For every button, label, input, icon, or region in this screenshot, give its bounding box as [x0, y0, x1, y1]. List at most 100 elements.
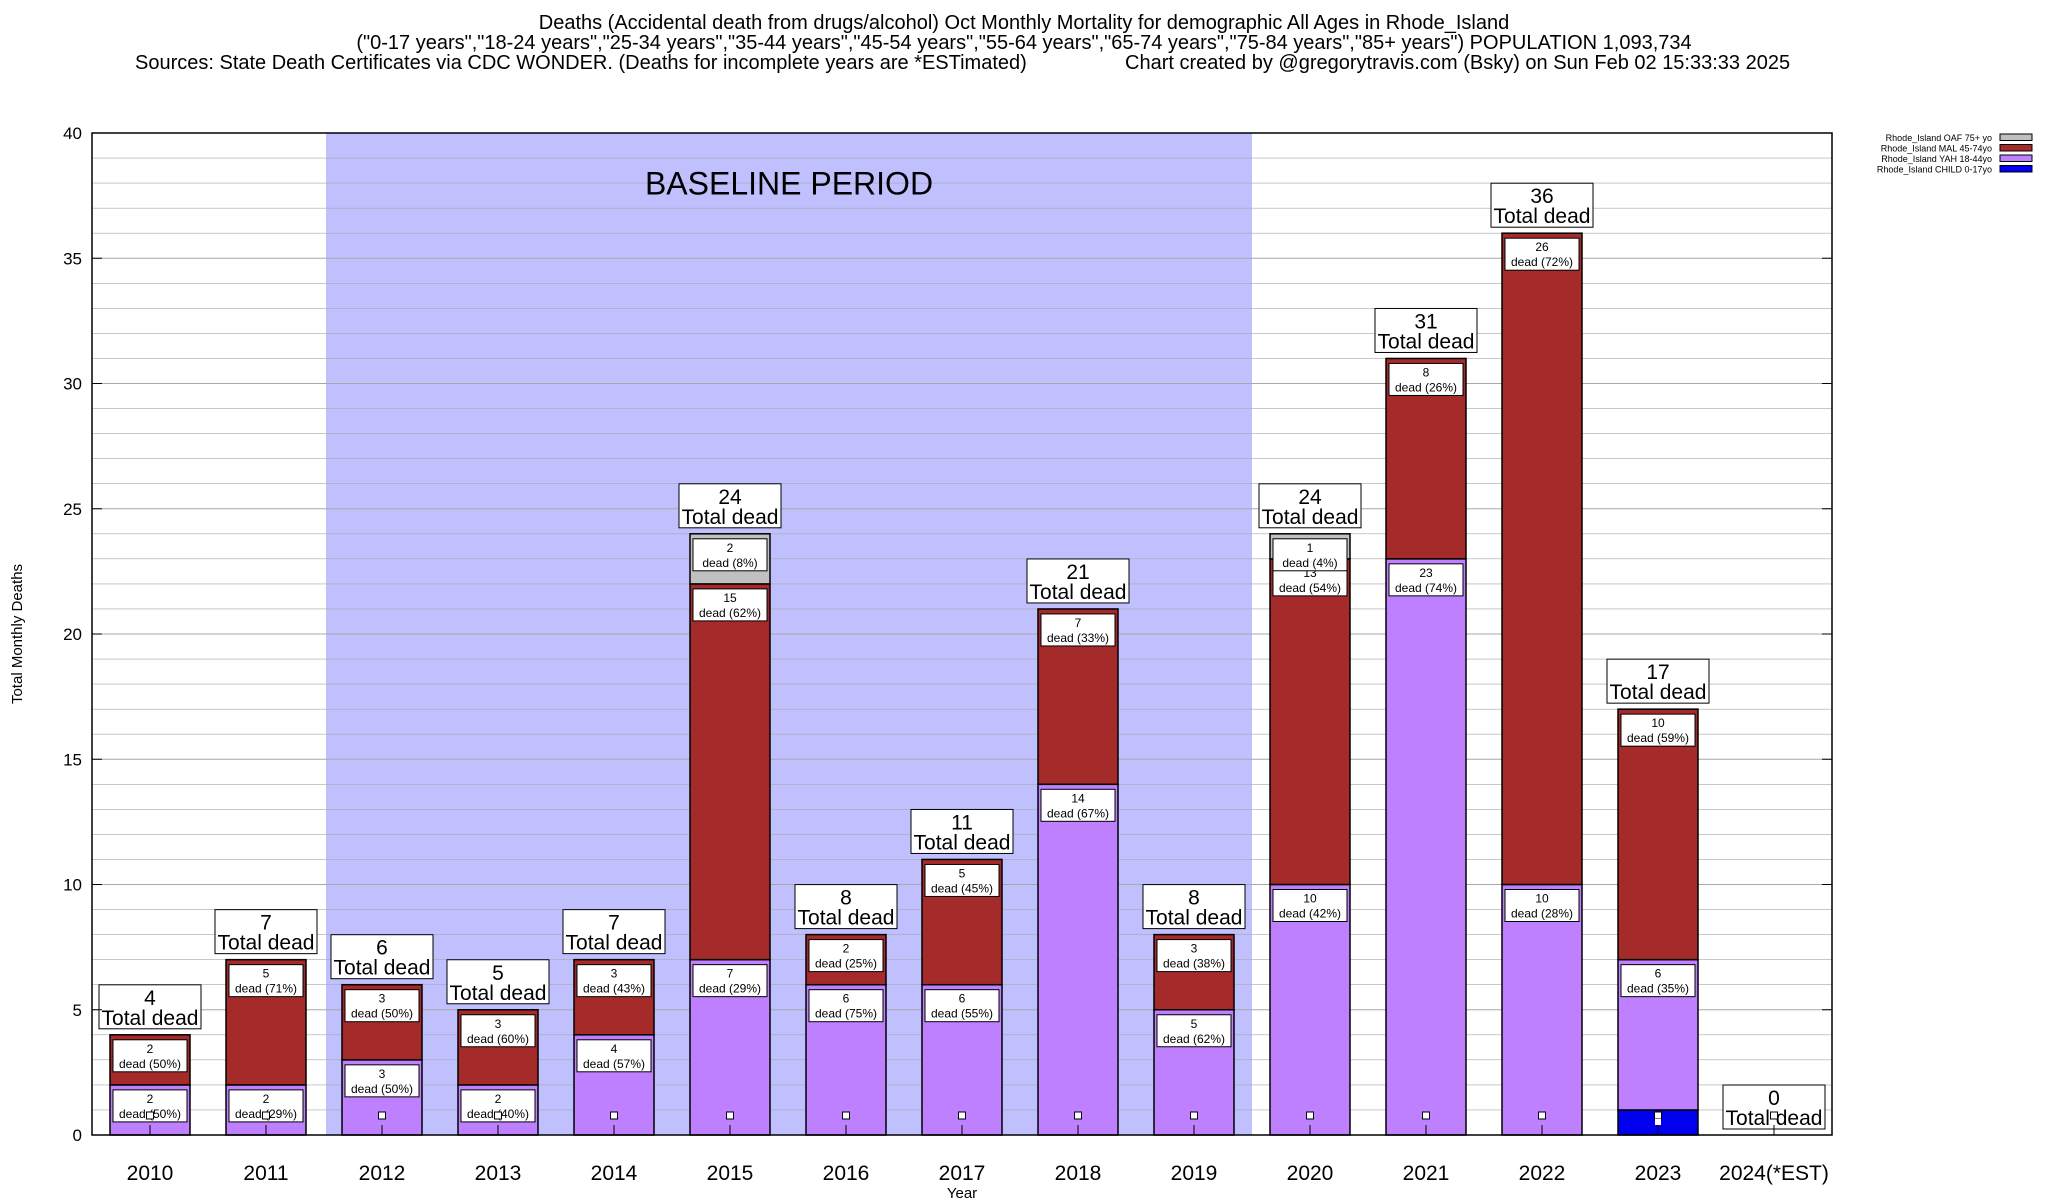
segment-label-count: 3 [611, 967, 618, 981]
segment-label-box [808, 939, 884, 973]
segment-label-percent: dead (55%) [931, 1007, 993, 1021]
segment-label-count: 2 [147, 1092, 154, 1106]
total-label-caption: Total dead [334, 957, 431, 980]
segment-label-count: 6 [843, 992, 850, 1006]
x-tick-label: 2013 [475, 1162, 522, 1185]
segment-label-percent: dead (72%) [1511, 255, 1573, 269]
total-label-caption: Total dead [102, 1007, 199, 1030]
segment-label-box [460, 1014, 536, 1048]
x-tick-label: 2010 [127, 1162, 174, 1185]
segment-label-percent: dead (42%) [1279, 907, 1341, 921]
segment-label-percent: dead (50%) [351, 1082, 413, 1096]
total-label-caption: Total dead [1494, 205, 1591, 228]
point-marker [842, 1111, 850, 1120]
point-marker [958, 1111, 966, 1120]
segment-label-percent: dead (57%) [583, 1057, 645, 1071]
total-label-count: 17 [1646, 661, 1669, 684]
segment-label-percent: dead (8%) [702, 556, 757, 570]
point-marker [1654, 1111, 1662, 1120]
segment-label-percent: dead (35%) [1627, 982, 1689, 996]
x-tick-label: 2020 [1287, 1162, 1334, 1185]
segment-label-box [344, 989, 420, 1023]
segment-label-box [1040, 788, 1116, 822]
segment-label-count: 10 [1303, 892, 1317, 906]
x-tick-label: 2019 [1171, 1162, 1218, 1185]
segment-label-count: 3 [379, 992, 386, 1006]
segment-label-count: 7 [727, 967, 734, 981]
bar-segment [689, 583, 771, 961]
x-tick-label: 2022 [1519, 1162, 1566, 1185]
legend-label: Rhode_Island CHILD 0-17yo [1877, 165, 1992, 175]
legend-label: Rhode_Island MAL 45-74yo [1881, 144, 1992, 154]
x-tick-label: 2021 [1403, 1162, 1450, 1185]
total-label-count: 21 [1066, 561, 1089, 584]
bar-segment [1385, 558, 1467, 1136]
total-label-box [678, 483, 782, 529]
point-marker [1422, 1111, 1430, 1120]
segment-label-count: 2 [843, 942, 850, 956]
segment-label-box [112, 1039, 188, 1073]
segment-label-box [1272, 538, 1348, 572]
segment-label-box [924, 989, 1000, 1023]
total-label-box [98, 984, 202, 1030]
segment-label-box [692, 588, 768, 622]
point-marker [1655, 1119, 1661, 1125]
point-marker [494, 1111, 502, 1120]
bar-segment [1617, 708, 1699, 961]
bar-segment [1269, 883, 1351, 1136]
total-label-caption: Total dead [1610, 681, 1707, 704]
segment-label-box [1040, 613, 1116, 647]
y-axis-label: Total Monthly Deaths [9, 564, 26, 704]
segment-label-count: 6 [1655, 967, 1662, 981]
segment-label-percent: dead (28%) [1511, 907, 1573, 921]
legend-label: Rhode_Island YAH 18-44yo [1881, 154, 1992, 164]
segment-label-count: 15 [723, 591, 737, 605]
point-marker [146, 1111, 154, 1120]
total-label-count: 7 [608, 912, 620, 935]
total-label-box [330, 934, 434, 980]
total-label-count: 8 [1188, 887, 1200, 910]
y-tick-label: 0 [73, 1126, 82, 1145]
segment-label-box [228, 964, 304, 998]
chart-credit: Chart created by @gregorytravis.com (Bsk… [1125, 52, 1791, 74]
chart-title-line-1: Deaths (Accidental death from drugs/alco… [538, 12, 1510, 34]
y-tick-label: 25 [63, 500, 82, 519]
total-label-caption: Total dead [218, 932, 315, 955]
segment-label-box [576, 1039, 652, 1073]
segment-label-count: 10 [1535, 892, 1549, 906]
segment-label-percent: dead (59%) [1627, 731, 1689, 745]
segment-label-count: 5 [959, 866, 966, 880]
y-tick-label: 40 [63, 124, 82, 143]
total-label-count: 7 [260, 912, 272, 935]
segment-label-percent: dead (50%) [351, 1007, 413, 1021]
segment-label-percent: dead (33%) [1047, 631, 1109, 645]
segment-label-percent: dead (60%) [467, 1032, 529, 1046]
total-label-caption: Total dead [1030, 581, 1127, 604]
segment-label-box [1620, 964, 1696, 998]
legend-label: Rhode_Island OAF 75+ yo [1886, 133, 1992, 143]
segment-label-box [692, 538, 768, 572]
x-tick-label: 2017 [939, 1162, 986, 1185]
total-label-caption: Total dead [1146, 907, 1243, 930]
segment-label-percent: dead (26%) [1395, 380, 1457, 394]
chart-title-line-2: ("0-17 years","18-24 years","25-34 years… [356, 32, 1692, 54]
total-label-caption: Total dead [450, 982, 547, 1005]
x-axis-label: Year [947, 1185, 977, 1200]
segment-label-count: 5 [1191, 1017, 1198, 1031]
y-tick-label: 20 [63, 625, 82, 644]
segment-label-box [1504, 237, 1580, 271]
bar-segment [1269, 558, 1351, 886]
segment-label-count: 2 [263, 1092, 270, 1106]
segment-label-box [1504, 889, 1580, 922]
segment-label-box [1388, 362, 1464, 396]
total-label-count: 0 [1768, 1087, 1780, 1110]
segment-label-box [1272, 889, 1348, 922]
segment-label-percent: dead (45%) [931, 881, 993, 895]
total-label-box [910, 808, 1014, 854]
legend-swatch [1999, 165, 2033, 173]
y-tick-label: 5 [73, 1001, 82, 1020]
segment-label-box [1156, 1014, 1232, 1048]
segment-label-percent: dead (29%) [699, 982, 761, 996]
total-label-box [1606, 658, 1710, 704]
x-tick-label: 2016 [823, 1162, 870, 1185]
